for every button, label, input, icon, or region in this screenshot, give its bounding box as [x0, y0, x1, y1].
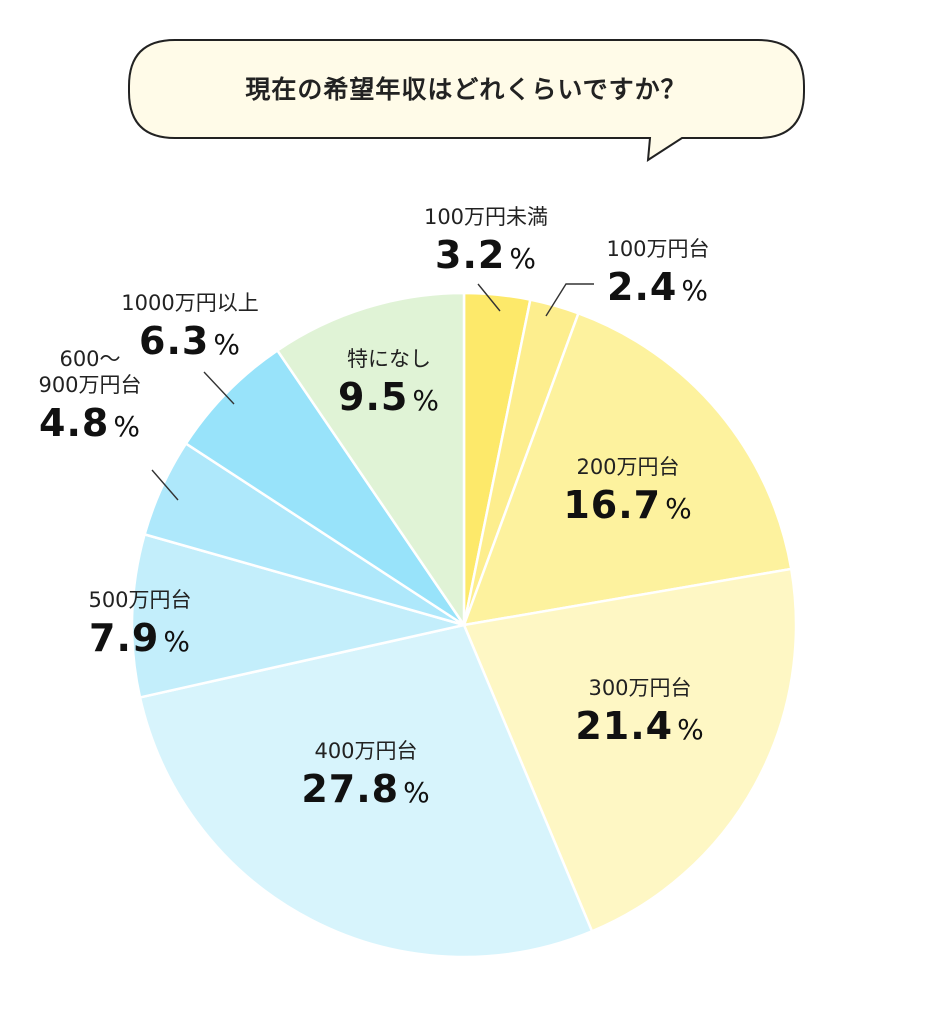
pie-slice-3 — [462, 312, 793, 627]
pie-labels: 100万円未満 3.2% 100万円台 2.4 % 200万円台 16.7 % 300万円台 21… — [38, 205, 709, 811]
slice-value-4: 21.4% — [575, 704, 704, 748]
slice-label-9: 特になし — [347, 347, 431, 371]
slice-label-8: 1000万円以上 — [121, 291, 258, 315]
title-bubble: 現在の希望年収はどれくらいですか？ — [128, 39, 805, 162]
slice-label-7-line-2: 900万円台 — [38, 373, 141, 397]
slice-value-9: 9.5% — [338, 375, 440, 419]
pie-slice-6 — [130, 533, 466, 699]
slice-value-1: 3.2% — [435, 233, 537, 277]
slice-label-6: 500万円台 — [88, 588, 191, 612]
title-bubble-shape — [128, 39, 805, 162]
slice-value-2: 2.4% — [607, 265, 709, 309]
slice-value-5: 27.8% — [301, 767, 430, 811]
chart-title: 現在の希望年収はどれくらいですか？ — [245, 75, 686, 104]
slice-value-7: 4.8% — [39, 401, 141, 445]
pie-slice-4 — [462, 567, 798, 933]
pie-slice-5 — [138, 623, 594, 959]
leader-line-2 — [545, 283, 594, 317]
leader-line-1 — [477, 283, 501, 312]
leader-line-7 — [151, 469, 179, 501]
slice-value-8: 6.3% — [139, 319, 241, 363]
pie-slice-9 — [276, 291, 466, 627]
slice-label-4: 300万円台 — [588, 676, 691, 700]
slice-value-6: 7.9% — [89, 616, 191, 660]
slice-label-5: 400万円台 — [314, 739, 417, 763]
slice-label-3: 200万円台 — [576, 455, 679, 479]
slice-label-7-line-1: 600～ — [59, 347, 120, 371]
slice-value-3: 16.7% — [563, 483, 692, 527]
slice-label-1: 100万円未満 — [424, 205, 548, 229]
pie-slices — [130, 291, 798, 959]
slice-label-2: 100万円台 — [606, 237, 709, 261]
leader-line-8 — [203, 371, 235, 405]
pie-slice-8 — [184, 349, 466, 627]
